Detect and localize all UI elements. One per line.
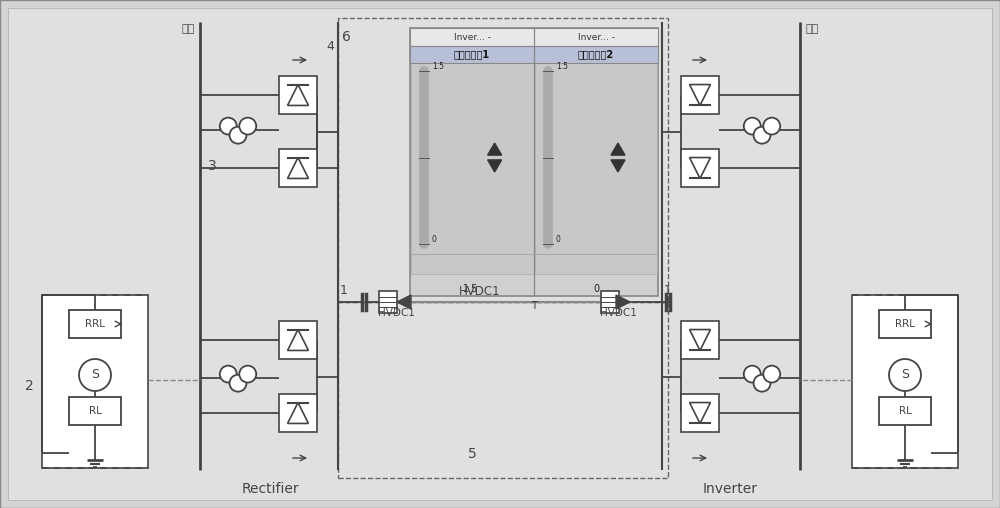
- Text: 0: 0: [593, 284, 599, 294]
- Circle shape: [763, 366, 780, 383]
- Text: 1.5: 1.5: [463, 284, 479, 294]
- Bar: [681, 394, 719, 432]
- Bar: [338, 18, 668, 302]
- Circle shape: [79, 359, 111, 391]
- Text: HVDC1: HVDC1: [378, 308, 415, 318]
- Bar: [879, 397, 931, 425]
- Bar: [535, 63, 657, 274]
- Bar: [42, 295, 148, 468]
- Bar: [410, 28, 658, 296]
- Bar: [69, 397, 121, 425]
- Bar: [852, 295, 958, 468]
- Bar: [379, 291, 397, 313]
- Text: S: S: [901, 368, 909, 382]
- Polygon shape: [288, 402, 308, 424]
- Circle shape: [230, 127, 246, 144]
- Text: 2: 2: [25, 379, 34, 393]
- Text: 母线: 母线: [805, 24, 818, 34]
- Circle shape: [239, 366, 256, 383]
- Bar: [69, 310, 121, 338]
- Polygon shape: [488, 160, 502, 172]
- Polygon shape: [690, 84, 710, 106]
- Text: Inver... -: Inver... -: [454, 33, 490, 42]
- Text: 6: 6: [342, 30, 351, 44]
- Text: 0: 0: [556, 235, 561, 244]
- Text: 直流输电杧2: 直流输电杧2: [578, 49, 614, 59]
- Bar: [681, 149, 719, 187]
- Polygon shape: [288, 84, 308, 106]
- Bar: [681, 321, 719, 359]
- Bar: [879, 310, 931, 338]
- Bar: [601, 291, 619, 313]
- Polygon shape: [616, 295, 630, 309]
- Bar: [279, 149, 317, 187]
- Circle shape: [744, 366, 761, 383]
- Polygon shape: [397, 295, 411, 309]
- Text: 1.5: 1.5: [556, 62, 568, 71]
- Text: Inverter: Inverter: [702, 482, 758, 496]
- Polygon shape: [288, 330, 308, 351]
- Text: HVDC1: HVDC1: [600, 308, 637, 318]
- Text: 3: 3: [208, 159, 217, 173]
- Polygon shape: [288, 157, 308, 178]
- Text: 直流输电杧1: 直流输电杧1: [454, 49, 490, 59]
- Text: Inver... -: Inver... -: [578, 33, 614, 42]
- Polygon shape: [488, 143, 502, 155]
- Text: 1: 1: [340, 284, 348, 297]
- Circle shape: [239, 118, 256, 135]
- Circle shape: [220, 366, 237, 383]
- Text: RL: RL: [89, 406, 101, 416]
- Text: 母线: 母线: [182, 24, 195, 34]
- Bar: [279, 76, 317, 114]
- Polygon shape: [611, 160, 625, 172]
- Bar: [279, 321, 317, 359]
- Text: 1: 1: [664, 284, 672, 297]
- Text: HVDC1: HVDC1: [459, 285, 501, 298]
- Circle shape: [754, 127, 770, 144]
- Text: 0: 0: [432, 235, 437, 244]
- Bar: [279, 394, 317, 432]
- Circle shape: [230, 375, 246, 392]
- Circle shape: [754, 375, 770, 392]
- Text: T: T: [531, 301, 537, 311]
- Circle shape: [220, 118, 237, 135]
- Polygon shape: [690, 157, 710, 178]
- Bar: [410, 28, 658, 46]
- Bar: [410, 46, 658, 63]
- Text: RRL: RRL: [895, 319, 915, 329]
- Polygon shape: [690, 330, 710, 351]
- Text: RL: RL: [899, 406, 911, 416]
- Circle shape: [763, 118, 780, 135]
- Circle shape: [744, 118, 761, 135]
- Text: S: S: [91, 368, 99, 382]
- Text: 1.5: 1.5: [432, 62, 444, 71]
- Circle shape: [889, 359, 921, 391]
- Polygon shape: [611, 143, 625, 155]
- Bar: [411, 63, 534, 274]
- Bar: [338, 302, 668, 478]
- Text: RRL: RRL: [85, 319, 105, 329]
- Text: 4: 4: [326, 40, 334, 53]
- Text: Rectifier: Rectifier: [241, 482, 299, 496]
- Polygon shape: [690, 402, 710, 424]
- Bar: [681, 76, 719, 114]
- Text: 5: 5: [468, 447, 477, 461]
